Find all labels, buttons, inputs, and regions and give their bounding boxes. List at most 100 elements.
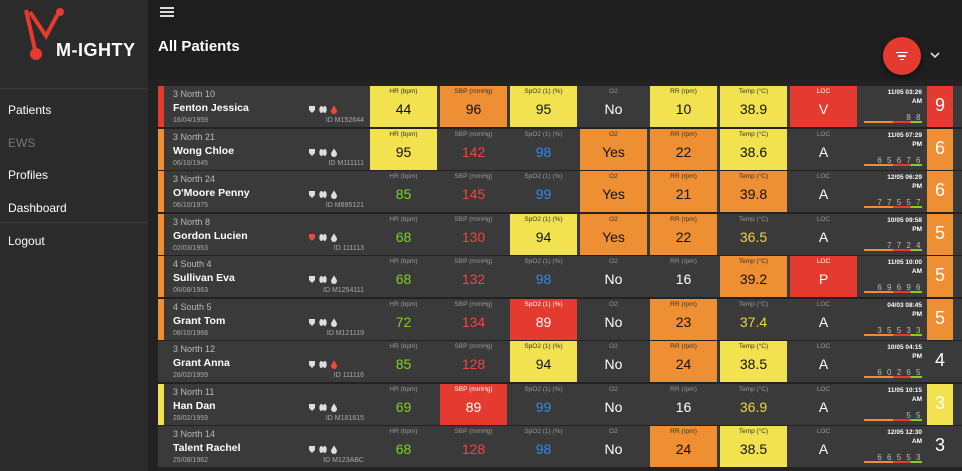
patient-row[interactable]: 3 North 21 Wong Chloe 06/10/1945 ID M111… <box>158 128 962 170</box>
patient-row[interactable]: 3 North 14 Talent Rachel 25/08/1962 ID M… <box>158 426 962 467</box>
severity-stripe <box>158 383 164 425</box>
vital-cell: SBP (mmHg) 142 <box>440 128 507 170</box>
vital-cell: HR (bpm) 85 <box>370 171 437 212</box>
patient-info[interactable]: 3 North 14 Talent Rachel 25/08/1962 ID M… <box>164 426 367 467</box>
patient-name: Han Dan <box>173 399 216 412</box>
score-trend: 6 9 6 9 6 <box>877 283 922 292</box>
observation-time: 11/05 10:15 AM <box>887 386 922 403</box>
vital-value: Yes <box>602 186 625 202</box>
vital-value: 98 <box>535 271 552 287</box>
vital-value: 68 <box>395 228 412 245</box>
nav-ews[interactable]: EWS <box>8 136 36 150</box>
alert-icons <box>308 356 338 369</box>
patient-row[interactable]: 4 South 4 Sullivan Eva 06/08/1963 ID M12… <box>158 256 962 297</box>
ews-score-value: 6 <box>934 180 945 200</box>
patient-info[interactable]: 3 North 11 Han Dan 28/02/1959 ID M181615 <box>164 384 367 425</box>
vital-cell: O2 Yes <box>580 171 647 212</box>
vital-label: SpO2 (1) (%) <box>524 343 563 350</box>
vital-cell: SpO2 (1) (%) 99 <box>510 383 577 425</box>
chevron-down-icon[interactable] <box>930 50 940 60</box>
score-trend: 7 7 2 4 <box>887 240 922 250</box>
patient-info[interactable]: 4 South 5 Grant Tom 08/10/1968 ID M12111… <box>164 299 367 340</box>
vital-cell: RR (rpm) 24 <box>650 341 717 382</box>
vital-value: 39.8 <box>739 186 768 202</box>
vital-label: Temp (°C) <box>738 130 769 138</box>
vital-value: 22 <box>675 228 692 245</box>
kidney-icon <box>319 271 327 283</box>
patient-ward: 4 South 5 <box>173 301 212 312</box>
patient-row[interactable]: 3 North 11 Han Dan 28/02/1959 ID M181615… <box>158 383 962 425</box>
hamburger-menu-icon[interactable] <box>160 7 174 17</box>
kidney-icon <box>319 314 327 326</box>
patient-name: Fenton Jessica <box>173 102 249 114</box>
patient-ward: 3 North 10 <box>173 89 216 99</box>
patient-dob: 06/10/1945 <box>173 159 209 167</box>
vital-label: LOC <box>816 300 831 308</box>
patient-name: Gordon Lucien <box>173 229 248 242</box>
vital-value: 16 <box>675 271 692 287</box>
vital-value: 89 <box>535 313 552 330</box>
ews-score-value: 9 <box>934 95 945 115</box>
filter-button[interactable] <box>883 37 921 75</box>
trend-bar <box>864 376 922 378</box>
ews-score: 5 <box>927 213 953 255</box>
ews-score-value: 3 <box>934 392 945 413</box>
vital-label: SBP (mmHg) <box>454 215 493 223</box>
patient-row[interactable]: 3 North 8 Gordon Lucien 02/03/1953 ID 11… <box>158 213 962 255</box>
patient-info[interactable]: 4 South 4 Sullivan Eva 06/08/1963 ID M12… <box>164 256 367 297</box>
vital-value: 132 <box>461 271 486 287</box>
patient-info[interactable]: 3 North 10 Fenton Jessica 16/04/1959 ID … <box>164 86 367 127</box>
vital-label: SpO2 (1) (%) <box>524 130 563 138</box>
vital-value: No <box>604 101 623 117</box>
score-trend: 6 5 6 7 6 <box>877 155 922 165</box>
last-observation: 10/05 09:58 PM 7 7 2 4 <box>860 213 926 255</box>
vital-cell: HR (bpm) 95 <box>370 128 437 170</box>
nav-patients[interactable]: Patients <box>8 103 52 117</box>
vital-cell: RR (rpm) 21 <box>650 171 717 212</box>
nav-dashboard[interactable]: Dashboard <box>8 201 67 215</box>
kidney-icon <box>319 356 327 368</box>
observation-time: 12/05 06:29 PM <box>887 174 922 190</box>
patient-info[interactable]: 3 North 12 Grant Anna 28/02/1959 ID 1111… <box>164 341 367 382</box>
kidney-icon <box>319 144 327 156</box>
vital-cell: HR (bpm) 72 <box>370 298 437 340</box>
patient-id: ID 111116 <box>333 372 364 379</box>
patient-info[interactable]: 3 North 21 Wong Chloe 06/10/1945 ID M111… <box>164 129 367 170</box>
patient-row[interactable]: 3 North 10 Fenton Jessica 16/04/1959 ID … <box>158 86 962 127</box>
severity-stripe <box>158 256 164 297</box>
vital-value: A <box>818 441 829 457</box>
vital-cell: HR (bpm) 44 <box>370 86 437 127</box>
trend-bar <box>864 206 922 208</box>
patient-row[interactable]: 3 North 12 Grant Anna 28/02/1959 ID 1111… <box>158 341 962 382</box>
ews-score: 3 <box>927 426 953 467</box>
patient-row[interactable]: 4 South 5 Grant Tom 08/10/1968 ID M12111… <box>158 298 962 340</box>
vital-label: HR (bpm) <box>389 173 418 180</box>
drop-icon <box>330 271 338 284</box>
vital-cell: Temp (°C) 39.8 <box>720 171 787 212</box>
vital-cell: O2 No <box>580 256 647 297</box>
nav-profiles[interactable]: Profiles <box>8 168 49 182</box>
vital-value: 21 <box>675 186 692 202</box>
severity-stripe <box>158 341 164 382</box>
alert-icons <box>308 101 338 114</box>
vital-cell: SpO2 (1) (%) 98 <box>510 256 577 297</box>
patient-info[interactable]: 3 North 24 O'Moore Penny 06/10/1975 ID M… <box>164 171 367 212</box>
patient-name: O'Moore Penny <box>173 187 250 199</box>
kidney-icon <box>319 101 327 113</box>
severity-stripe <box>158 128 164 170</box>
vital-label: SBP (mmHg) <box>454 343 493 350</box>
patient-row[interactable]: 3 North 24 O'Moore Penny 06/10/1975 ID M… <box>158 171 962 212</box>
vital-value: 134 <box>461 313 486 330</box>
nav-logout[interactable]: Logout <box>8 234 45 248</box>
vital-value: 96 <box>465 101 482 117</box>
vital-label: O2 <box>609 88 618 95</box>
vital-label: O2 <box>609 258 618 265</box>
ews-score-value: 5 <box>934 265 945 285</box>
patient-info[interactable]: 3 North 8 Gordon Lucien 02/03/1953 ID 11… <box>164 214 367 255</box>
severity-stripe <box>158 213 164 255</box>
patient-ward: 3 North 11 <box>173 386 215 397</box>
vital-value: 128 <box>461 441 486 457</box>
last-observation: 10/05 04:15 PM 6 0 2 6 5 <box>860 341 926 382</box>
vital-label: O2 <box>609 428 618 435</box>
last-observation: 11/05 10:15 AM 5 5 <box>860 383 926 425</box>
